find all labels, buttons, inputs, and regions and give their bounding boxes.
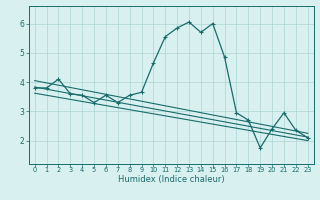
X-axis label: Humidex (Indice chaleur): Humidex (Indice chaleur): [118, 175, 225, 184]
